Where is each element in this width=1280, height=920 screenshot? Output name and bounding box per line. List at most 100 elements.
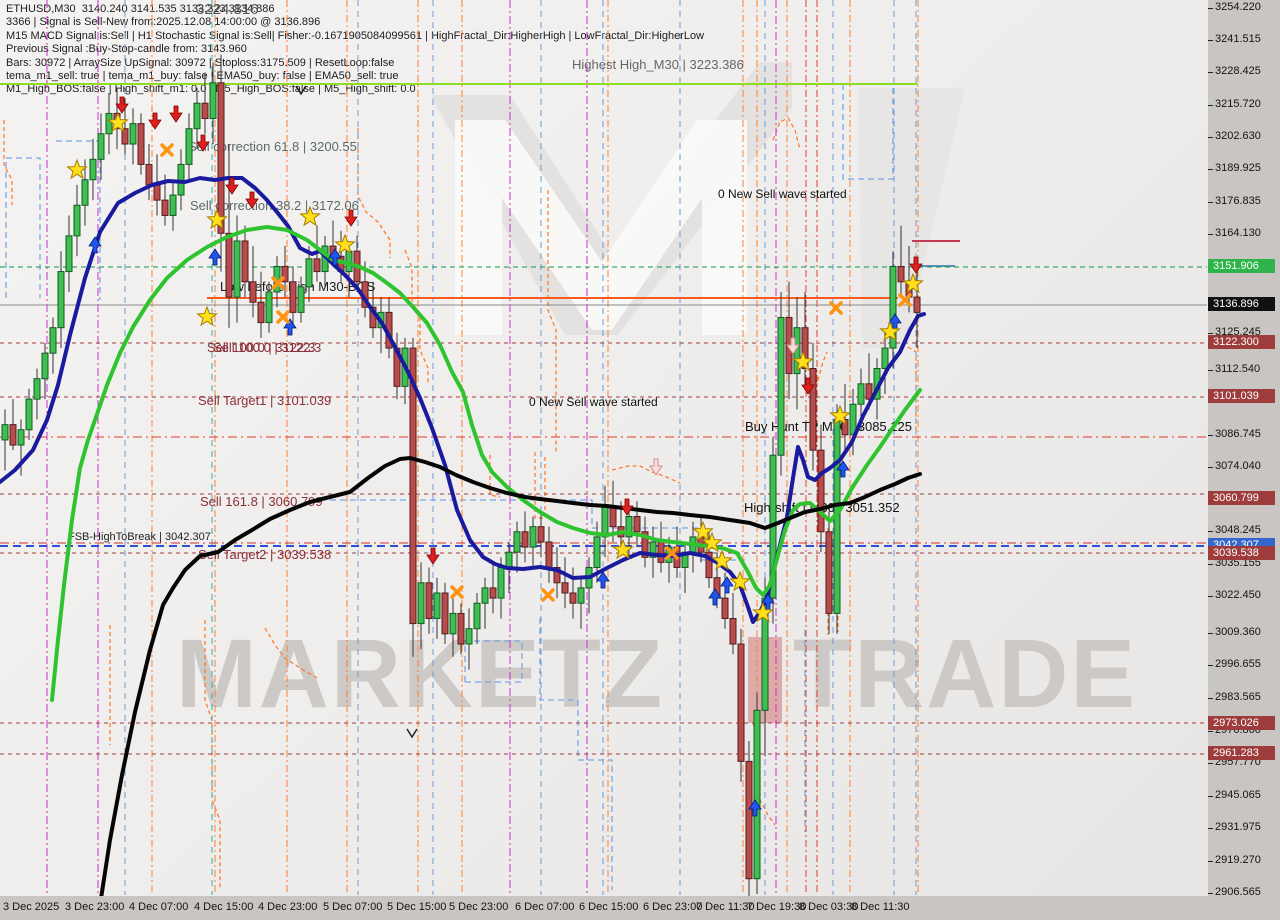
price-axis-label: 3241.515 <box>1215 33 1261 45</box>
price-axis-label: 3189.925 <box>1215 162 1261 174</box>
fsb-channel-line <box>842 84 894 180</box>
candle-bullish <box>513 531 521 553</box>
buy-arrow-icon <box>836 460 850 478</box>
price-level-badge: 2973.026 <box>1208 716 1275 730</box>
candle-bearish <box>409 347 417 625</box>
time-axis: 3 Dec 2025 3 Dec 23:00 4 Dec 07:00 4 Dec 15… <box>0 896 1280 920</box>
candle-bearish <box>569 592 577 604</box>
candle-bullish <box>97 133 105 160</box>
candle-bearish <box>489 587 497 599</box>
time-axis-label: 6 Dec 23:00 <box>643 901 703 913</box>
price-tick <box>1208 633 1213 634</box>
time-axis-label: 7 Dec 19:30 <box>747 901 807 913</box>
candle-bearish <box>9 424 17 446</box>
price-tick <box>1208 435 1213 436</box>
star-signal-icon <box>107 111 129 133</box>
chart-canvas[interactable]: 3224.816 Highest High_M30 | 3223.386 Sell … <box>0 0 1208 896</box>
candle-bearish <box>561 582 569 594</box>
candle-bullish <box>625 515 633 538</box>
price-tick <box>1208 861 1213 862</box>
star-signal-icon <box>902 272 924 294</box>
price-axis-label: 3228.425 <box>1215 65 1261 77</box>
candle-bearish <box>241 240 249 283</box>
check-mark-icon <box>295 85 307 96</box>
price-axis-label: 3164.130 <box>1215 227 1261 239</box>
markers-layer <box>66 85 924 817</box>
cross-signal-icon <box>160 143 174 157</box>
candle-bullish <box>857 383 865 405</box>
star-signal-icon <box>334 233 356 255</box>
chart-annotation: 3224.816 <box>196 1 259 18</box>
price-tick <box>1208 698 1213 699</box>
buy-arrow-icon <box>720 576 734 594</box>
sell-arrow-icon <box>426 547 440 565</box>
info-line-6: M1_High_BOS:false | High_shift_m1: 0.0 |… <box>6 83 416 96</box>
candle-bearish <box>161 199 169 216</box>
candle-bearish <box>137 123 145 165</box>
star-signal-icon <box>299 205 321 227</box>
price-axis-label: 3086.745 <box>1215 428 1261 440</box>
price-axis-label: 3254.220 <box>1215 1 1261 13</box>
trailing-stop-line <box>907 346 917 430</box>
sell-arrow-icon <box>169 105 183 123</box>
star-signal-icon <box>66 158 88 180</box>
candle-bullish <box>185 128 193 165</box>
price-tick <box>1208 202 1213 203</box>
time-axis-label: 8 Dec 11:30 <box>851 901 910 913</box>
price-axis-label: 2983.565 <box>1215 691 1261 703</box>
chart-area[interactable]: MARKETZ TRADE ETHUSD,M30 3140.240 3141.5… <box>0 0 1209 897</box>
ema50-green <box>50 225 922 702</box>
fsb-channel-line <box>330 499 745 561</box>
expert-info-block: ETHUSD,M30 3140.240 3141.535 3133.323 31… <box>6 3 704 97</box>
candle-bullish <box>753 709 761 880</box>
fsb-channel-line <box>464 640 523 683</box>
candle-bearish <box>521 531 529 548</box>
chart-annotation: Sell correction 38.2 | 3172.06 <box>190 198 359 213</box>
time-axis-label: 3 Dec 2025 <box>3 901 60 913</box>
candle-bearish <box>913 296 921 313</box>
candle-bullish <box>297 286 305 313</box>
sell-arrow-icon <box>620 498 634 516</box>
price-tick <box>1208 763 1213 764</box>
candle-bearish <box>609 505 617 528</box>
star-signal-icon <box>701 531 723 553</box>
price-level-badge: 2961.283 <box>1208 746 1275 760</box>
trailing-stop-line <box>547 190 557 452</box>
price-axis-label: 3074.040 <box>1215 460 1261 472</box>
star-signal-icon <box>792 350 814 372</box>
candle-bullish <box>889 265 897 349</box>
fsb-channel-line <box>5 157 41 298</box>
candle-bearish <box>201 102 209 120</box>
check-mark-icon <box>406 728 418 739</box>
chart-annotation: Sell 161.8 | 3060.799 <box>200 494 323 509</box>
buy-arrow-icon <box>596 571 610 589</box>
trailing-stop-line <box>534 452 546 519</box>
cross-signal-icon <box>829 301 843 315</box>
candle-bullish <box>473 602 481 630</box>
candle-bullish <box>465 628 473 645</box>
buy-arrow-icon <box>708 588 722 606</box>
candle-bearish <box>825 531 833 614</box>
price-level-badge: 3151.906 <box>1208 259 1275 273</box>
candle-bearish <box>441 592 449 635</box>
candle-bearish <box>313 258 321 273</box>
watermark-text-left: MARKETZ <box>176 619 665 728</box>
time-axis-label: 5 Dec 15:00 <box>387 901 447 913</box>
star-signal-icon <box>206 208 228 230</box>
tema-navy <box>0 176 926 624</box>
star-signal-icon <box>752 601 774 623</box>
candle-bullish <box>305 258 313 288</box>
buy-arrow-icon <box>283 318 297 336</box>
candle-bearish <box>745 760 753 880</box>
star-signal-icon <box>829 404 851 426</box>
price-axis-label: 3176.835 <box>1215 195 1261 207</box>
price-axis: 3254.220 3241.515 3228.425 3215.720 3202.630… <box>1208 0 1280 898</box>
candle-bullish <box>601 505 609 538</box>
price-level-badge: 3122.300 <box>1208 335 1275 349</box>
buy-arrow-icon <box>88 236 102 254</box>
candle-bullish <box>41 352 49 380</box>
candle-bearish <box>721 597 729 620</box>
time-axis-label: 7 Dec 11:30 <box>696 901 755 913</box>
candle-bullish <box>89 158 97 181</box>
time-axis-label: 5 Dec 07:00 <box>323 901 383 913</box>
